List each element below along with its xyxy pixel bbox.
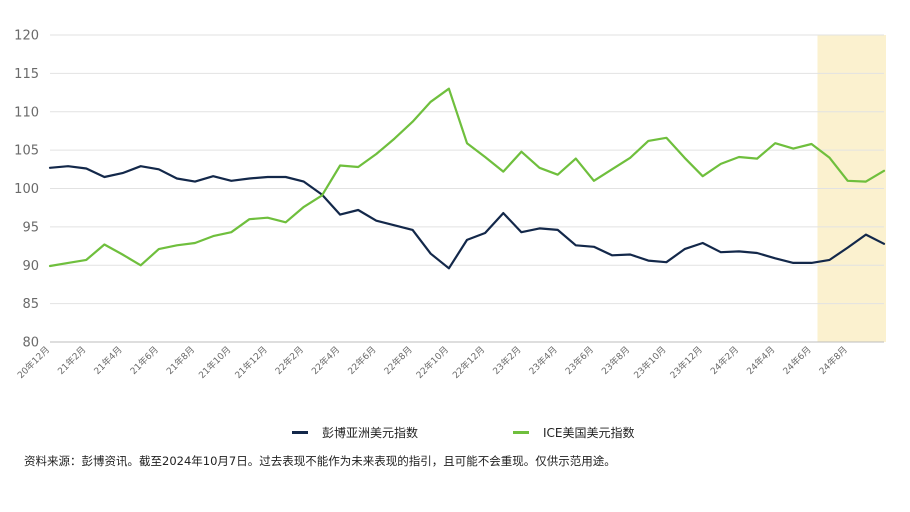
x-tick-label: 21年4月 — [91, 344, 124, 377]
legend-swatch-navy — [292, 431, 308, 434]
legend-item-asia-dollar-index: 彭博亚洲美元指数 — [292, 424, 418, 441]
x-tick-label: 24年2月 — [708, 344, 741, 377]
x-tick-label: 23年4月 — [526, 344, 559, 377]
x-tick-label: 21年2月 — [55, 344, 88, 377]
series-layer — [48, 87, 886, 270]
x-tick-label: 22年10月 — [414, 344, 451, 381]
x-tick-label: 24年4月 — [744, 344, 777, 377]
legend-label: 彭博亚洲美元指数 — [322, 426, 419, 440]
series-line-asia-dollar-index — [48, 165, 886, 270]
y-tick-label: 120 — [14, 29, 39, 44]
x-tick-label: 24年6月 — [780, 344, 813, 377]
y-tick-label: 90 — [22, 259, 39, 274]
x-tick-label: 23年2月 — [490, 344, 523, 377]
y-axis: 80 85 90 95 100 105 110 115 120 — [14, 29, 39, 351]
legend-label: ICE美国美元指数 — [543, 426, 635, 440]
x-tick-label: 24年8月 — [816, 344, 849, 377]
x-tick-label: 21年8月 — [164, 344, 197, 377]
x-tick-label: 21年12月 — [232, 344, 269, 381]
legend-swatch-green — [513, 431, 529, 434]
y-tick-label: 115 — [14, 67, 39, 82]
x-tick-label: 21年6月 — [128, 344, 161, 377]
y-tick-label: 100 — [14, 182, 39, 197]
legend: 彭博亚洲美元指数 ICE美国美元指数 — [0, 424, 910, 444]
line-chart: 80 85 90 95 100 105 110 115 120 20年12月 21年2月 21年4月… — [14, 29, 886, 381]
y-tick-label: 110 — [14, 105, 39, 120]
x-tick-label: 23年12月 — [667, 344, 704, 381]
y-tick-label: 105 — [14, 144, 39, 159]
x-axis: 20年12月 21年2月 21年4月 21年6月 21年8月 21年10月 21年12月 22… — [15, 344, 850, 381]
grid-lines — [50, 34, 884, 343]
x-tick-label: 22年2月 — [273, 344, 306, 377]
x-tick-label: 22年8月 — [381, 344, 414, 377]
x-tick-label: 21年10月 — [196, 344, 233, 381]
y-tick-label: 80 — [22, 336, 39, 351]
x-tick-label: 22年12月 — [450, 344, 487, 381]
x-tick-label: 22年6月 — [345, 344, 378, 377]
series-line-ice-dollar-index — [48, 87, 886, 268]
x-tick-label: 22年4月 — [309, 344, 342, 377]
x-tick-label: 23年8月 — [599, 344, 632, 377]
y-tick-label: 95 — [22, 220, 39, 235]
x-tick-label: 23年6月 — [563, 344, 596, 377]
source-note: 资料来源：彭博资讯。截至2024年10月7日。过去表现不能作为未来表现的指引，且… — [24, 454, 616, 468]
legend-item-ice-dollar-index: ICE美国美元指数 — [513, 424, 635, 441]
x-tick-label: 23年10月 — [631, 344, 668, 381]
y-tick-label: 85 — [22, 297, 39, 312]
